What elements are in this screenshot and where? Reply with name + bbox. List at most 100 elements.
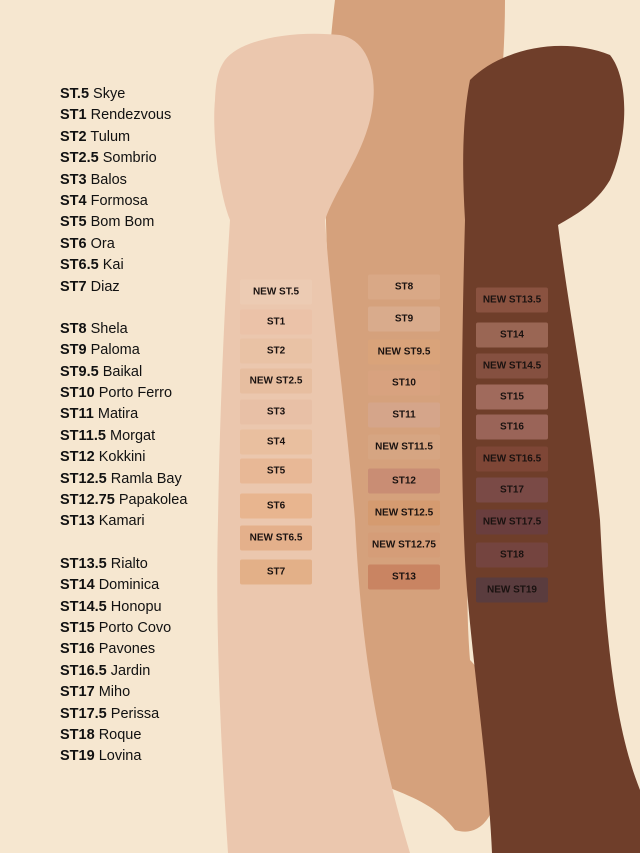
swatch-dark-arm: ST16 (476, 414, 548, 440)
shade-list-item: ST13 Kamari (60, 511, 187, 532)
shade-name: Matira (97, 406, 139, 423)
shade-code: ST9 (60, 342, 87, 359)
shade-code: ST2 (60, 128, 87, 145)
shade-name: Miho (98, 684, 131, 701)
shade-code: ST14.5 (60, 598, 107, 615)
swatch-medium-arm: ST10 (368, 370, 440, 396)
swatch-dark-arm: NEW ST13.5 (476, 287, 548, 313)
shade-list-item: ST7 Diaz (60, 277, 187, 298)
shade-list-item: ST12.75 Papakolea (60, 490, 187, 511)
shade-list-item: ST6 Ora (60, 234, 187, 255)
swatch-medium-arm: ST8 (368, 274, 440, 300)
shade-list-item: ST18 Roque (60, 725, 187, 746)
shade-name: Honopu (110, 598, 162, 615)
shade-code: ST11.5 (60, 427, 106, 444)
shade-code: ST17 (60, 684, 95, 701)
shade-name: Pavones (98, 641, 156, 658)
swatch-dark-arm: NEW ST19 (476, 577, 548, 603)
swatch-dark-arm: ST14 (476, 322, 548, 348)
shade-name: Rendezvous (90, 107, 172, 124)
swatch-medium-arm: ST11 (368, 402, 440, 428)
shade-list-item: ST12.5 Ramla Bay (60, 469, 187, 490)
shade-name: Roque (98, 726, 142, 743)
shade-name: Shela (90, 320, 128, 337)
shade-code: ST12.5 (60, 470, 107, 487)
shade-code: ST11 (60, 406, 94, 423)
shade-list-item: ST1 Rendezvous (60, 105, 187, 126)
swatch-light-arm: ST2 (240, 338, 312, 364)
shade-name: Tulum (90, 128, 131, 145)
swatch-medium-arm: NEW ST12.5 (368, 500, 440, 526)
swatch-light-arm: NEW ST2.5 (240, 368, 312, 394)
shade-code: ST19 (60, 748, 95, 765)
shade-list-item: ST4 Formosa (60, 191, 187, 212)
shade-list-item: ST15 Porto Covo (60, 618, 187, 639)
shade-name: Diaz (90, 278, 120, 295)
swatch-dark-arm: ST17 (476, 477, 548, 503)
shade-name: Kai (102, 257, 124, 274)
swatch-dark-arm: ST15 (476, 384, 548, 410)
swatch-light-arm: NEW ST.5 (240, 279, 312, 305)
shade-name: Morgat (109, 427, 156, 444)
swatch-light-arm: ST3 (240, 399, 312, 425)
shade-list-item: ST17.5 Perissa (60, 704, 187, 725)
shade-code: ST16.5 (60, 662, 107, 679)
shade-name: Formosa (90, 192, 148, 209)
shade-list-item: ST17 Miho (60, 682, 187, 703)
shade-code: ST12.75 (60, 492, 115, 509)
shade-code: ST9.5 (60, 363, 99, 380)
swatch-medium-arm: ST9 (368, 306, 440, 332)
shade-list-item: ST12 Kokkini (60, 447, 187, 468)
shade-name: Lovina (98, 748, 142, 765)
shade-list-item: ST.5 Skye (60, 84, 187, 105)
swatch-dark-arm: NEW ST16.5 (476, 446, 548, 472)
shade-name: Kamari (98, 513, 145, 530)
shade-list-item: ST16 Pavones (60, 639, 187, 660)
light-arm (214, 33, 410, 853)
shade-list-item: ST9.5 Baikal (60, 362, 187, 383)
swatch-light-arm: ST4 (240, 429, 312, 455)
shade-name: Ora (90, 235, 115, 252)
shade-name: Porto Covo (98, 619, 172, 636)
shade-list-item: ST2 Tulum (60, 127, 187, 148)
swatch-medium-arm: ST12 (368, 468, 440, 494)
swatch-dark-arm: NEW ST14.5 (476, 353, 548, 379)
shade-code: ST18 (60, 726, 95, 743)
shade-code: ST17.5 (60, 705, 107, 722)
shade-list-item: ST8 Shela (60, 319, 187, 340)
swatch-dark-arm: NEW ST17.5 (476, 509, 548, 535)
shade-code: ST6 (60, 235, 87, 252)
shade-code: ST13 (60, 513, 95, 530)
shade-code: ST14 (60, 577, 95, 594)
shade-list-item: ST11 Matira (60, 404, 187, 425)
shade-name: Balos (90, 171, 127, 188)
shade-list-item: ST9 Paloma (60, 340, 187, 361)
shade-code: ST13.5 (60, 555, 107, 572)
shade-code: ST8 (60, 320, 87, 337)
shade-code: ST15 (60, 619, 95, 636)
shade-code: ST4 (60, 192, 87, 209)
shade-name: Kokkini (98, 449, 146, 466)
swatch-medium-arm: NEW ST9.5 (368, 339, 440, 365)
shade-code: ST6.5 (60, 257, 99, 274)
shade-name: Bom Bom (90, 214, 155, 231)
shade-code: ST1 (60, 107, 87, 124)
shade-code: ST12 (60, 449, 95, 466)
shade-list-item: ST14.5 Honopu (60, 597, 187, 618)
shade-name-list: ST.5 Skye ST1 Rendezvous ST2 Tulum ST2.5 So… (60, 84, 187, 768)
shade-name: Dominica (98, 577, 160, 594)
shade-name: Rialto (110, 555, 148, 572)
shade-name: Jardin (110, 662, 151, 679)
shade-name: Perissa (110, 705, 160, 722)
swatch-dark-arm: ST18 (476, 542, 548, 568)
shade-list-item: ST14 Dominica (60, 575, 187, 596)
swatch-light-arm: ST5 (240, 458, 312, 484)
shade-name: Sombrio (102, 150, 157, 167)
shade-name: Ramla Bay (110, 470, 182, 487)
shade-code: ST.5 (60, 86, 90, 102)
swatch-light-arm: ST6 (240, 493, 312, 519)
shade-list-item: ST2.5 Sombrio (60, 148, 187, 169)
swatch-light-arm: ST1 (240, 309, 312, 335)
shade-list-item: ST13.5 Rialto (60, 554, 187, 575)
